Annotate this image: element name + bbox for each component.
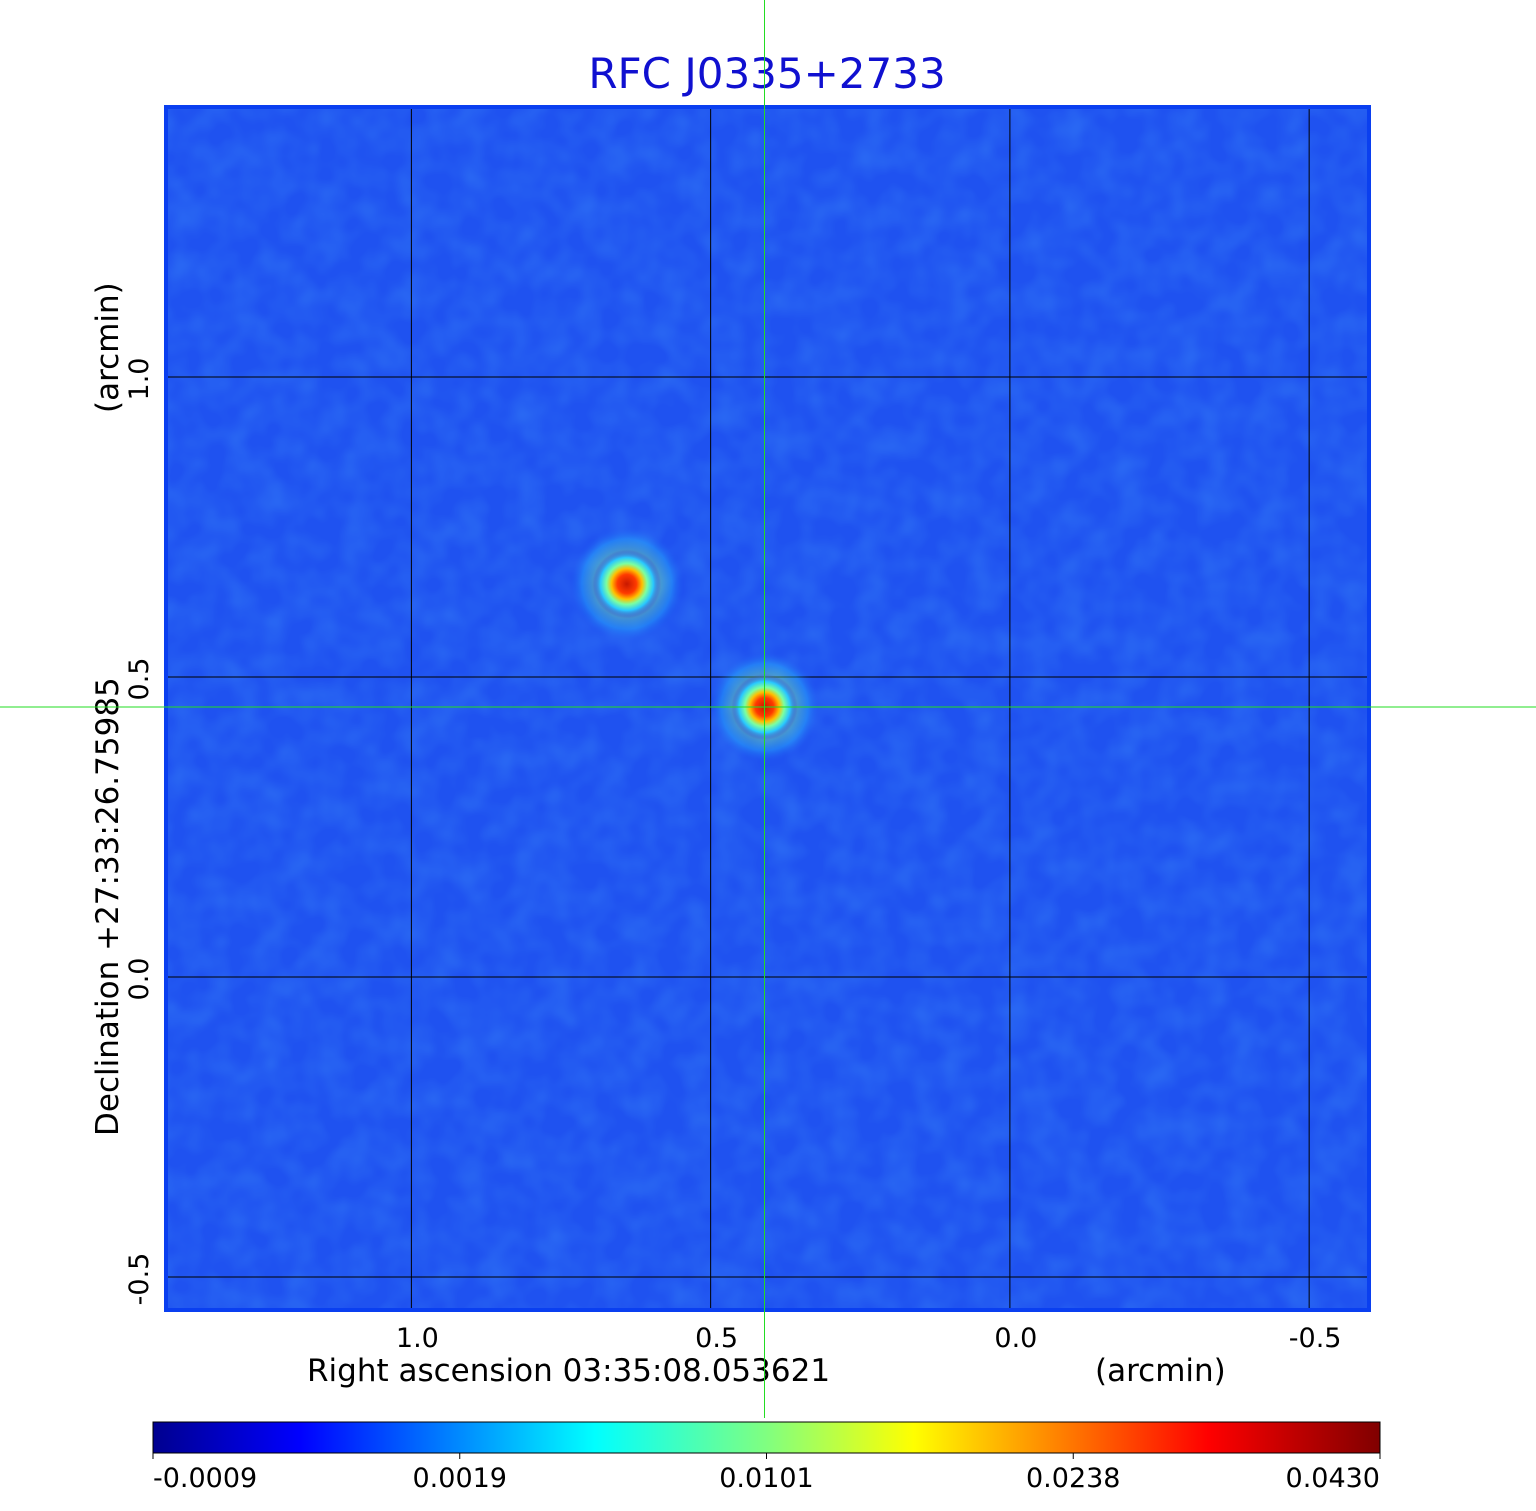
chart-title: RFC J0335+2733 bbox=[588, 49, 945, 98]
x-axis-unit: (arcmin) bbox=[1095, 1353, 1226, 1389]
y-tick-label: -0.5 bbox=[124, 1253, 155, 1306]
y-tick-label: 0.0 bbox=[124, 958, 155, 1001]
x-tick-label: -0.5 bbox=[1289, 1323, 1342, 1354]
y-axis-unit: (arcmin) bbox=[90, 282, 126, 413]
y-tick-label: 1.0 bbox=[124, 358, 155, 401]
x-tick-label: 1.0 bbox=[396, 1323, 439, 1354]
plot-frame bbox=[164, 105, 1371, 1312]
colorbar-tick-label: 0.0238 bbox=[1026, 1463, 1120, 1494]
y-axis-label: Declination +27:33:26.75985 bbox=[90, 677, 126, 1136]
colorbar-tick-label: 0.0430 bbox=[1286, 1463, 1380, 1494]
x-tick-label: 0.0 bbox=[994, 1323, 1037, 1354]
source-peak bbox=[592, 550, 661, 618]
colorbar-tick-label: 0.0101 bbox=[719, 1463, 813, 1494]
colorbar-tick-label: -0.0009 bbox=[153, 1463, 257, 1494]
x-tick-label: 0.5 bbox=[695, 1323, 738, 1354]
x-axis-label: Right ascension 03:35:08.053621 bbox=[307, 1353, 830, 1389]
y-tick-label: 0.5 bbox=[124, 658, 155, 701]
colorbar bbox=[152, 1421, 1381, 1454]
colorbar-tick-label: 0.0019 bbox=[413, 1463, 507, 1494]
